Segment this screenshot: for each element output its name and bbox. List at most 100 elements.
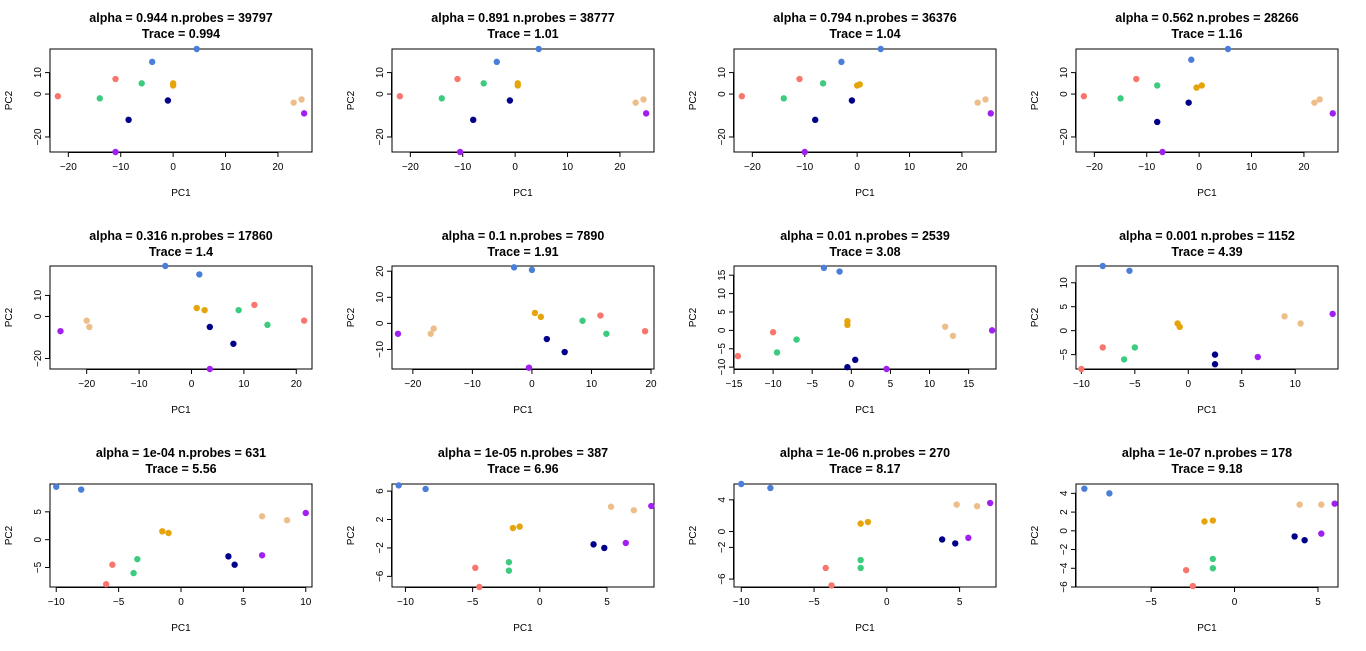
data-point xyxy=(206,323,214,331)
y-tick-label: 0 xyxy=(375,320,386,326)
data-point xyxy=(1311,99,1318,106)
data-point xyxy=(505,567,513,574)
data-point xyxy=(838,58,845,66)
data-point xyxy=(622,539,629,547)
data-point xyxy=(193,45,200,53)
data-point xyxy=(640,96,647,103)
y-tick-label: 6 xyxy=(375,488,386,494)
data-point xyxy=(298,96,305,103)
x-tick-label: −20 xyxy=(402,162,419,173)
data-point xyxy=(430,325,437,332)
data-point xyxy=(77,486,85,493)
data-point xyxy=(1329,310,1336,318)
x-tick-label: 20 xyxy=(956,162,968,173)
y-tick-label: 15 xyxy=(717,269,728,281)
y-axis: −20 0 10 xyxy=(717,67,734,145)
data-point xyxy=(438,95,445,102)
y-tick-label: 10 xyxy=(33,289,44,301)
x-tick-label: 20 xyxy=(272,162,284,173)
x-axis: −10 −5 0 5 10 xyxy=(1073,369,1301,390)
y-axis: −10 0 10 20 xyxy=(375,265,392,358)
data-point xyxy=(1099,344,1106,351)
x-tick-label: −20 xyxy=(78,379,95,390)
data-point xyxy=(801,148,808,156)
y-tick-label: 0 xyxy=(33,313,44,319)
x-tick-label: 5 xyxy=(957,597,963,608)
points xyxy=(734,264,996,373)
data-point xyxy=(1080,93,1088,100)
y-tick-label: 20 xyxy=(375,265,386,277)
panel-title: alpha = 0.891 n.probes = 38777 xyxy=(431,11,614,25)
y-axis-label: PC2 xyxy=(688,90,699,110)
data-point xyxy=(96,95,103,102)
y-tick-label: 10 xyxy=(375,67,386,79)
panel-subtitle: Trace = 1.04 xyxy=(829,27,900,41)
data-point xyxy=(258,552,266,559)
x-tick-label: −5 xyxy=(1129,379,1141,390)
data-point xyxy=(543,335,551,343)
data-point xyxy=(1078,365,1085,373)
panel-title: alpha = 0.944 n.probes = 39797 xyxy=(89,11,272,25)
x-tick-label: 10 xyxy=(1246,162,1258,173)
panel-subtitle: Trace = 4.39 xyxy=(1171,245,1242,259)
y-axis: −20 0 10 xyxy=(375,67,392,145)
y-axis: −20 0 10 xyxy=(33,67,50,145)
x-axis: −20 −10 0 10 20 xyxy=(78,369,302,390)
y-tick-label: 0 xyxy=(1059,528,1070,534)
x-tick-label: 10 xyxy=(562,162,574,173)
data-point xyxy=(1120,356,1128,363)
data-point xyxy=(1296,501,1303,508)
y-tick-label: 10 xyxy=(717,67,728,79)
x-tick-label: −5 xyxy=(467,597,479,608)
plot-frame xyxy=(49,483,313,588)
x-tick-label: −10 xyxy=(131,379,148,390)
y-tick-label: 4 xyxy=(717,497,728,503)
x-axis: −10 −5 0 5 10 xyxy=(48,587,312,608)
data-point xyxy=(973,502,981,510)
x-axis-label: PC1 xyxy=(1197,623,1217,634)
panel-subtitle: Trace = 1.4 xyxy=(149,245,213,259)
y-axis-label: PC2 xyxy=(1030,307,1041,327)
y-axis: −20 0 10 xyxy=(33,289,50,367)
data-point xyxy=(516,523,523,530)
data-point xyxy=(493,58,500,66)
y-tick-label: −5 xyxy=(33,561,44,573)
x-axis-label: PC1 xyxy=(855,623,875,634)
y-tick-label: −10 xyxy=(717,358,728,375)
data-point xyxy=(607,503,615,510)
data-point xyxy=(822,564,829,572)
y-axis-label: PC2 xyxy=(4,525,15,545)
data-point xyxy=(987,110,994,117)
scatter-panel: alpha = 0.562 n.probes = 28266 Trace = 1.… xyxy=(1030,11,1339,199)
x-tick-label: 0 xyxy=(1186,379,1192,390)
data-point xyxy=(138,80,145,87)
y-tick-label: −5 xyxy=(1059,348,1070,360)
points xyxy=(396,45,650,156)
points xyxy=(738,480,994,589)
y-axis-label: PC2 xyxy=(1030,90,1041,110)
data-point xyxy=(836,268,843,275)
plot-frame xyxy=(391,48,655,153)
x-tick-label: 10 xyxy=(220,162,232,173)
points xyxy=(1078,262,1336,373)
data-point xyxy=(630,507,638,514)
data-point xyxy=(1182,566,1190,574)
y-axis-label: PC2 xyxy=(688,525,699,545)
data-point xyxy=(734,352,742,360)
panel-subtitle: Trace = 1.01 xyxy=(487,27,558,41)
data-point xyxy=(148,58,156,66)
x-axis-label: PC1 xyxy=(1197,188,1217,199)
data-point xyxy=(1106,490,1113,497)
data-point xyxy=(102,581,110,588)
data-point xyxy=(1209,555,1217,563)
data-point xyxy=(206,365,214,373)
data-point xyxy=(1316,96,1323,103)
panel-title: alpha = 0.1 n.probes = 7890 xyxy=(442,229,605,243)
data-point xyxy=(820,264,828,272)
data-point xyxy=(1081,485,1088,492)
data-point xyxy=(590,541,597,548)
data-point xyxy=(857,556,864,564)
y-tick-label: 10 xyxy=(33,67,44,79)
x-tick-label: 0 xyxy=(884,597,890,608)
y-tick-label: −6 xyxy=(717,573,728,585)
